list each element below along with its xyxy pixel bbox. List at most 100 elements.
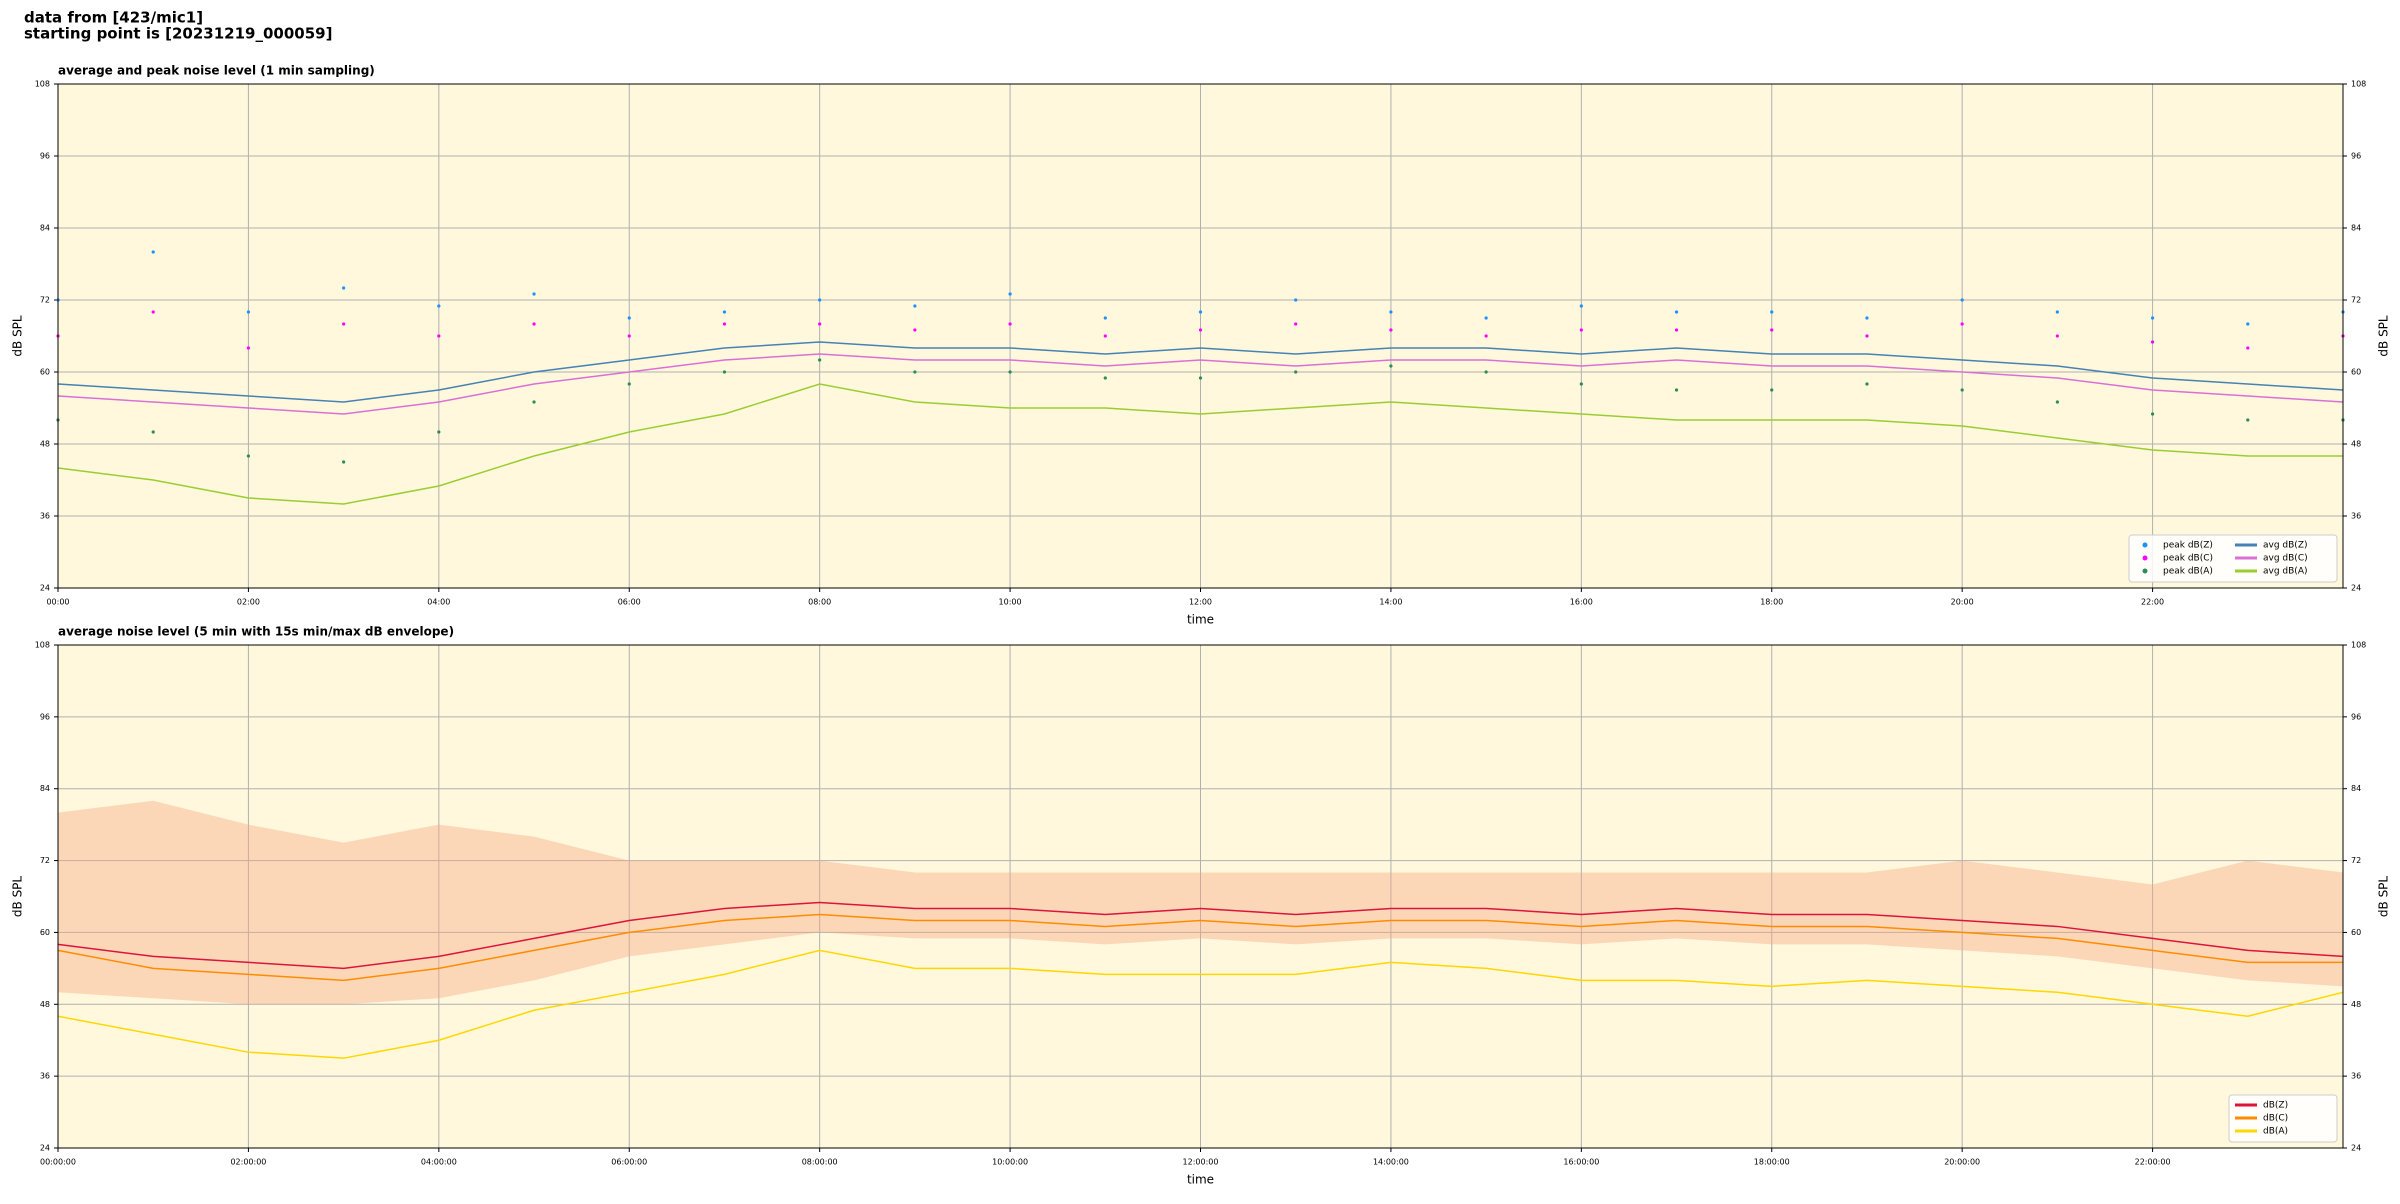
- series-line: [57, 901, 2344, 970]
- peak-dot: [1484, 334, 1488, 338]
- y-tick-label: 36: [40, 1072, 50, 1081]
- x-tick-label: 20:00:00: [1944, 1158, 1980, 1167]
- legend-box: [2128, 534, 2338, 583]
- chart-title: average noise level (5 min with 15s min/…: [58, 625, 454, 639]
- y-tick-label: 108: [35, 641, 50, 650]
- peak-dot: [1960, 388, 1964, 392]
- x-axis-label: time: [1187, 1173, 1214, 1187]
- header-line: data from [423/mic1]: [24, 9, 203, 27]
- y-tick-label: 108: [2351, 641, 2366, 650]
- peak-dot: [1008, 322, 1012, 326]
- series-line: [57, 913, 2343, 982]
- peak-dot: [151, 250, 155, 254]
- peak-dot: [2150, 316, 2155, 320]
- x-tick-label: 06:00: [618, 598, 641, 607]
- x-tick-label: 18:00:00: [1754, 1158, 1790, 1167]
- legend-label: avg dB(Z): [2263, 541, 2308, 551]
- series-line: [57, 341, 2344, 403]
- peak-dot: [1484, 316, 1488, 320]
- peak-dot: [1484, 370, 1488, 374]
- peak-dot: [1960, 298, 1964, 302]
- peak-dot: [1865, 334, 1869, 338]
- peak-dot: [246, 454, 251, 458]
- peak-dot: [2246, 322, 2250, 326]
- peak-dot: [151, 430, 155, 434]
- legend-swatch: [2142, 568, 2148, 574]
- x-tick-label: 04:00:00: [421, 1158, 457, 1167]
- peak-dot: [913, 328, 917, 332]
- peak-dot: [2150, 412, 2155, 416]
- x-tick-label: 12:00: [1189, 598, 1212, 607]
- peak-dot: [1960, 322, 1964, 326]
- y-tick-label: 36: [2351, 1072, 2361, 1081]
- peak-dot: [437, 334, 441, 338]
- peak-dot: [1579, 382, 1583, 386]
- envelope-area: [58, 800, 2343, 1005]
- y-axis-label: dB SPL: [11, 876, 25, 918]
- series-line: [57, 383, 2343, 505]
- y-tick-label: 96: [40, 152, 50, 161]
- peak-dot: [1674, 328, 1679, 332]
- peak-dot: [1579, 328, 1583, 332]
- y-tick-label: 72: [2351, 296, 2361, 305]
- peak-dot: [1389, 328, 1393, 332]
- y-tick-label: 36: [40, 512, 50, 521]
- y-tick-label: 24: [40, 584, 50, 593]
- peak-dot: [2246, 418, 2250, 422]
- peak-dot: [246, 310, 251, 314]
- x-tick-label: 12:00:00: [1183, 1158, 1219, 1167]
- y-tick-label: 84: [2351, 224, 2361, 233]
- y-tick-label: 96: [40, 712, 50, 721]
- y-tick-label: 48: [2351, 1000, 2361, 1009]
- peak-dot: [722, 322, 727, 326]
- x-tick-label: 22:00: [2141, 598, 2164, 607]
- x-tick-label: 16:00:00: [1563, 1158, 1599, 1167]
- x-axis-label: time: [1187, 613, 1214, 627]
- peak-dot: [1294, 370, 1298, 374]
- plot-frame: [57, 644, 2344, 1149]
- y-tick-label: 60: [40, 368, 50, 377]
- x-tick-label: 06:00:00: [611, 1158, 647, 1167]
- y-axis-label: dB SPL: [2377, 315, 2391, 357]
- x-tick-label: 14:00:00: [1373, 1158, 1409, 1167]
- peak-dot: [1008, 370, 1012, 374]
- peak-dot: [1579, 304, 1583, 308]
- peak-dot: [151, 310, 155, 314]
- x-tick-label: 02:00: [237, 598, 260, 607]
- peak-dot: [627, 382, 631, 386]
- series-line: [57, 949, 2344, 1059]
- peak-dot: [1294, 298, 1298, 302]
- y-tick-label: 48: [2351, 440, 2361, 449]
- y-tick-label: 60: [2351, 368, 2361, 377]
- y-tick-label: 108: [35, 80, 50, 89]
- x-tick-label: 10:00: [999, 598, 1022, 607]
- legend-label: peak dB(C): [2163, 554, 2213, 564]
- legend-label: dB(C): [2263, 1114, 2288, 1124]
- y-axis-label: dB SPL: [2377, 876, 2391, 918]
- peak-dot: [722, 310, 727, 314]
- peak-dot: [2246, 346, 2250, 350]
- x-tick-label: 02:00:00: [230, 1158, 266, 1167]
- peak-dot: [1198, 328, 1203, 332]
- peak-dot: [1674, 388, 1679, 392]
- y-tick-label: 60: [40, 928, 50, 937]
- x-tick-label: 10:00:00: [992, 1158, 1028, 1167]
- y-tick-label: 96: [2351, 712, 2361, 721]
- y-tick-label: 48: [40, 1000, 50, 1009]
- peak-dot: [913, 304, 917, 308]
- peak-dot: [2055, 400, 2059, 404]
- peak-dot: [1865, 382, 1869, 386]
- chart-title: average and peak noise level (1 min samp…: [58, 64, 375, 78]
- y-tick-label: 96: [2351, 152, 2361, 161]
- peak-dot: [1389, 310, 1393, 314]
- peak-dot: [1770, 388, 1774, 392]
- y-tick-label: 72: [40, 296, 50, 305]
- peak-dot: [1103, 376, 1107, 380]
- peak-dot: [2055, 334, 2059, 338]
- peak-dot: [1770, 310, 1774, 314]
- peak-dot: [1770, 328, 1774, 332]
- x-tick-label: 04:00: [427, 598, 450, 607]
- peak-dot: [1389, 364, 1393, 368]
